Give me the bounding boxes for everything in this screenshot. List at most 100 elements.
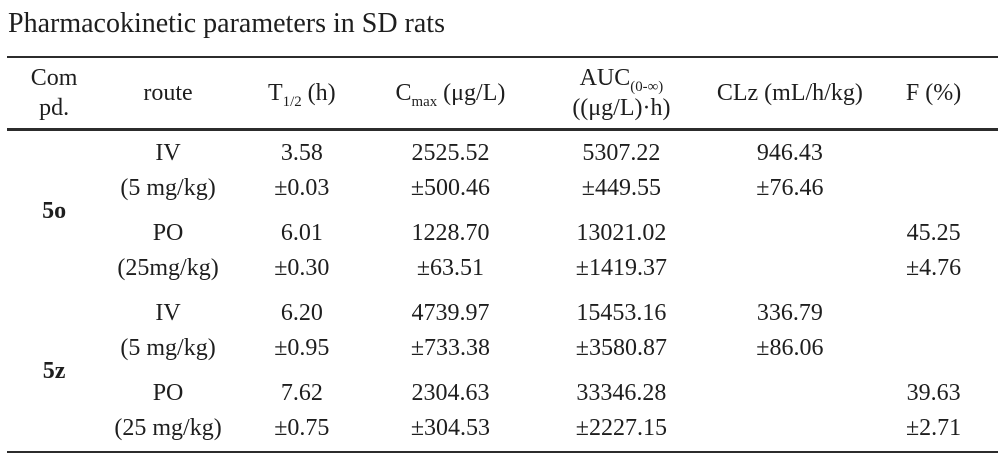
- header-f: F (%): [905, 80, 962, 106]
- f-mean: [869, 136, 998, 171]
- clz-sd: [711, 411, 870, 446]
- t12-sd: ±0.03: [274, 175, 330, 201]
- dose-value: (5 mg/kg): [120, 335, 216, 361]
- route-value: IV: [155, 300, 181, 326]
- auc-mean: 13021.02: [576, 220, 667, 246]
- cmax-mean: 2304.63: [411, 380, 490, 406]
- clz-sd: [711, 251, 870, 286]
- table-header-row: Com pd. route T1/2 (h) Cmax (μg/L) AUC(0…: [7, 57, 998, 130]
- f-sd: [869, 171, 998, 206]
- clz-mean: [711, 216, 870, 251]
- header-clz: CLz (mL/h/kg): [716, 80, 863, 106]
- cell-auc: 5307.22 ±449.55: [532, 130, 710, 212]
- pharmacokinetic-table: Com pd. route T1/2 (h) Cmax (μg/L) AUC(0…: [7, 56, 998, 453]
- compound-label-5z: 5z: [42, 357, 66, 384]
- cell-clz: 946.43 ±76.46: [711, 130, 870, 212]
- f-sd: [869, 331, 998, 366]
- auc-sd: ±1419.37: [575, 255, 667, 281]
- cmax-mean: 2525.52: [411, 140, 490, 166]
- cell-route: PO (25 mg/kg): [101, 371, 235, 452]
- header-cmax-subscript: max: [411, 93, 438, 110]
- header-route: route: [143, 80, 193, 106]
- header-auc-subscript: (0-∞): [630, 78, 664, 95]
- cell-clz: [711, 211, 870, 291]
- header-auc-base: AUC: [579, 65, 631, 91]
- header-t12: T1/2 (h): [235, 57, 369, 130]
- cmax-sd: ±733.38: [410, 335, 491, 361]
- cell-cmax: 2525.52 ±500.46: [369, 130, 533, 212]
- header-cmax-unit: (μg/L): [437, 80, 506, 106]
- cmax-sd: ±500.46: [410, 175, 491, 201]
- header-compd: Com pd.: [7, 57, 101, 130]
- auc-sd: ±449.55: [581, 175, 661, 201]
- cell-cmax: 2304.63 ±304.53: [369, 371, 533, 452]
- clz-mean: 946.43: [756, 140, 823, 166]
- clz-mean: 336.79: [756, 300, 823, 326]
- cell-auc: 15453.16 ±3580.87: [532, 291, 710, 371]
- t12-sd: ±0.95: [274, 335, 330, 361]
- cell-route: PO (25mg/kg): [101, 211, 235, 291]
- cell-auc: 13021.02 ±1419.37: [532, 211, 710, 291]
- header-compd-line1: Com: [30, 65, 78, 91]
- cell-clz: 336.79 ±86.06: [711, 291, 870, 371]
- header-t12-base: T: [267, 80, 283, 106]
- cell-f: 45.25 ±4.76: [869, 211, 998, 291]
- cmax-sd: ±63.51: [416, 255, 485, 281]
- clz-sd: ±76.46: [756, 175, 824, 201]
- cell-route: IV (5 mg/kg): [101, 130, 235, 212]
- table-row-5z-po: PO (25 mg/kg) 7.62 ±0.75 2304.63 ±304.53…: [7, 371, 998, 452]
- t12-mean: 3.58: [280, 140, 323, 166]
- auc-sd: ±3580.87: [575, 335, 667, 361]
- auc-mean: 33346.28: [576, 380, 667, 406]
- cell-f: 39.63 ±2.71: [869, 371, 998, 452]
- f-mean: 39.63: [906, 380, 961, 406]
- cell-clz: [711, 371, 870, 452]
- table-row-5o-iv: 5o IV (5 mg/kg) 3.58 ±0.03 2525.52 ±500.…: [7, 130, 998, 224]
- header-auc: AUC(0-∞) ((μg/L)·h): [532, 57, 710, 130]
- header-t12-unit: (h): [301, 80, 336, 106]
- cmax-mean: 4739.97: [411, 300, 490, 326]
- header-auc-unit: ((μg/L)·h): [572, 95, 671, 121]
- cell-route: IV (5 mg/kg): [101, 291, 235, 371]
- auc-mean: 5307.22: [582, 140, 661, 166]
- header-cmax-base: C: [395, 80, 412, 106]
- auc-mean: 15453.16: [576, 300, 667, 326]
- header-compd-line2: pd.: [39, 95, 70, 121]
- header-t12-subscript: 1/2: [282, 93, 302, 110]
- document-page: Pharmacokinetic parameters in SD rats Co…: [0, 7, 1000, 464]
- cmax-sd: ±304.53: [410, 415, 491, 441]
- t12-mean: 6.01: [280, 220, 323, 246]
- route-value: IV: [155, 140, 181, 166]
- dose-value: (5 mg/kg): [120, 175, 216, 201]
- table-row-5o-po: PO (25mg/kg) 6.01 ±0.30 1228.70 ±63.51 1…: [7, 211, 998, 291]
- cell-cmax: 4739.97 ±733.38: [369, 291, 533, 371]
- clz-mean: [711, 376, 870, 411]
- f-mean: [869, 296, 998, 331]
- t12-sd: ±0.75: [274, 415, 330, 441]
- dose-value: (25mg/kg): [117, 255, 219, 281]
- table-title: Pharmacokinetic parameters in SD rats: [8, 8, 445, 39]
- header-auc-line1: AUC(0-∞): [532, 63, 710, 95]
- f-sd: ±2.71: [905, 415, 962, 441]
- cell-auc: 33346.28 ±2227.15: [532, 371, 710, 452]
- cell-t12: 3.58 ±0.03: [235, 130, 369, 212]
- clz-sd: ±86.06: [756, 335, 824, 361]
- cell-f: [869, 291, 998, 371]
- dose-value: (25 mg/kg): [114, 415, 222, 441]
- compound-label-5o: 5o: [42, 197, 67, 224]
- f-mean: 45.25: [906, 220, 961, 246]
- table-row-5z-iv: 5z IV (5 mg/kg) 6.20 ±0.95 4739.97 ±733.…: [7, 291, 998, 384]
- header-cmax: Cmax (μg/L): [369, 57, 533, 130]
- t12-sd: ±0.30: [274, 255, 330, 281]
- cell-t12: 6.20 ±0.95: [235, 291, 369, 371]
- cell-t12: 6.01 ±0.30: [235, 211, 369, 291]
- cell-t12: 7.62 ±0.75: [235, 371, 369, 452]
- auc-sd: ±2227.15: [575, 415, 667, 441]
- f-sd: ±4.76: [905, 255, 962, 281]
- cell-f: [869, 130, 998, 212]
- route-value: PO: [152, 380, 184, 406]
- cell-cmax: 1228.70 ±63.51: [369, 211, 533, 291]
- route-value: PO: [152, 220, 184, 246]
- t12-mean: 7.62: [280, 380, 323, 406]
- cmax-mean: 1228.70: [411, 220, 490, 246]
